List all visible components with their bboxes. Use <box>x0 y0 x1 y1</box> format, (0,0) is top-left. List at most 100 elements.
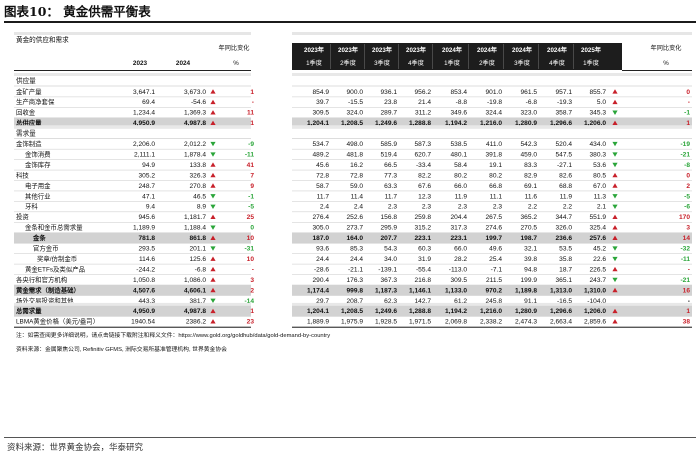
yoy-change: 7 <box>250 172 254 179</box>
value-2024: 8.9 <box>197 204 206 211</box>
yoy-change: 11 <box>247 110 254 117</box>
yoy-change: -11 <box>245 151 254 158</box>
yoy-header-right: 年同比变化 <box>651 44 682 52</box>
footer-source: 资料来源：世界黄金协会，华泰研究 <box>7 443 144 453</box>
quarter-value: 69.1 <box>524 183 537 190</box>
quarter-value: 19.1 <box>489 162 502 169</box>
value-2023: 47.1 <box>142 193 155 200</box>
quarter-value: 276.4 <box>312 214 329 221</box>
trend-down-icon <box>612 277 618 283</box>
quarter-value: 199.9 <box>520 277 537 284</box>
yoy-change: 3 <box>250 277 254 284</box>
total-row-band-right <box>292 232 692 244</box>
quarter-value: -15.5 <box>348 99 363 106</box>
section-gap-band <box>14 125 251 129</box>
section-title: 需求量 <box>16 128 36 137</box>
quarter-value: 80.2 <box>454 172 467 179</box>
quarter-value: 1,194.2 <box>445 120 467 127</box>
value-2023: 94.9 <box>142 162 155 169</box>
quarter-value: 82.6 <box>559 172 572 179</box>
quarter-value: 58.4 <box>454 162 467 169</box>
quarter-value: 142.7 <box>414 298 431 305</box>
quarter-value: 365.1 <box>555 277 572 284</box>
quarter-value: 534.7 <box>312 141 329 148</box>
quarter-value: 936.1 <box>380 89 397 96</box>
quarter-value: 198.7 <box>520 235 537 242</box>
yoy-change: -5 <box>248 204 254 211</box>
quarter-value: 2,338.2 <box>480 319 502 326</box>
trend-up-icon <box>612 319 618 324</box>
quarter-value: 305.0 <box>312 225 329 232</box>
row-label: 生产商净套保 <box>16 97 55 106</box>
quarter-value: 317.3 <box>450 225 467 232</box>
quarter-value: 999.8 <box>346 287 363 294</box>
figure-title: 图表10： 黄金供需平衡表 <box>4 4 151 19</box>
quarter-yoy-change: 1 <box>686 120 690 127</box>
trend-down-icon <box>612 141 618 147</box>
quarter-value: 1,206.0 <box>584 308 606 315</box>
quarter-value: 2.4 <box>354 204 363 211</box>
quarter-header: 3季度 <box>514 59 530 67</box>
quarter-value: 855.7 <box>589 89 606 96</box>
quarter-value: 1,975.9 <box>341 319 363 326</box>
quarter-value: 49.6 <box>489 246 502 253</box>
quarter-header: 2季度 <box>479 59 495 67</box>
value-2024: 1,181.7 <box>184 214 206 221</box>
figure-footer: 资料来源：世界黄金协会，华泰研究 <box>4 437 696 453</box>
trend-down-icon <box>210 298 216 304</box>
col-header-2024: 2024 <box>176 60 191 67</box>
row-label: 场外交易投资和其他 <box>16 296 74 305</box>
quarter-value: -19.3 <box>557 99 572 106</box>
quarter-yoy-change: -8 <box>684 162 690 169</box>
value-2023: 1940.54 <box>131 319 155 326</box>
yoy-change: 41 <box>247 162 255 169</box>
quarter-value: 45.6 <box>316 162 329 169</box>
quarter-year-header: 2024年 <box>547 46 568 54</box>
value-2024: -54.6 <box>191 99 206 106</box>
section-gap-band-right <box>292 73 692 76</box>
quarter-value: 204.4 <box>450 214 467 221</box>
quarter-value: 2,663.4 <box>550 319 572 326</box>
value-2023: 69.4 <box>142 99 155 106</box>
section-gap-band-right <box>292 125 692 129</box>
yoy-change: 1 <box>250 89 254 96</box>
quarter-value: -19.8 <box>487 99 502 106</box>
quarter-value: 344.7 <box>555 214 572 221</box>
quarter-value: 358.7 <box>555 110 572 117</box>
quarter-value: 853.4 <box>450 89 467 96</box>
row-label: 黄金ETFs及类似产品 <box>25 264 85 273</box>
trend-up-icon <box>210 110 216 115</box>
quarter-yoy-change: -21 <box>680 277 690 284</box>
quarter-value: 1,206.0 <box>584 120 606 127</box>
trend-down-icon <box>210 204 216 209</box>
quarter-value: -8.8 <box>456 99 468 106</box>
value-2023: 1,234.4 <box>133 110 155 117</box>
quarter-value: 323.0 <box>520 110 537 117</box>
quarter-value: 480.1 <box>450 151 467 158</box>
quarter-yoy-change: -19 <box>680 141 690 148</box>
yoy-change: -1 <box>248 193 254 200</box>
value-2023: 293.5 <box>138 246 155 253</box>
quarter-value: 2.3 <box>422 204 431 211</box>
quarter-value: 367.3 <box>380 277 397 284</box>
quarter-value: 28.2 <box>454 256 467 263</box>
quarter-value: 2.3 <box>493 204 502 211</box>
quarter-value: 80.2 <box>489 172 502 179</box>
quarter-value: 854.9 <box>312 89 329 96</box>
quarter-value: 970.2 <box>485 287 502 294</box>
value-2024: 125.6 <box>189 256 206 263</box>
quarter-value: 16.2 <box>350 162 363 169</box>
row-label: 金饰消费 <box>25 149 51 158</box>
trend-up-icon <box>612 99 618 105</box>
yoy-percent-header-right: % <box>663 60 669 67</box>
quarter-value: 365.2 <box>520 214 537 221</box>
quarter-value: 345.3 <box>589 110 606 117</box>
quarter-value: 61.2 <box>454 298 467 305</box>
quarter-value: 2,069.8 <box>445 319 467 326</box>
quarter-value: 34.0 <box>384 256 397 263</box>
yoy-header: 年同比变化 <box>219 44 250 52</box>
quarter-value: 520.4 <box>555 141 572 148</box>
quarter-year-header: 2024年 <box>477 46 498 54</box>
quarter-value: 295.9 <box>380 225 397 232</box>
quarter-value: 83.3 <box>524 162 537 169</box>
